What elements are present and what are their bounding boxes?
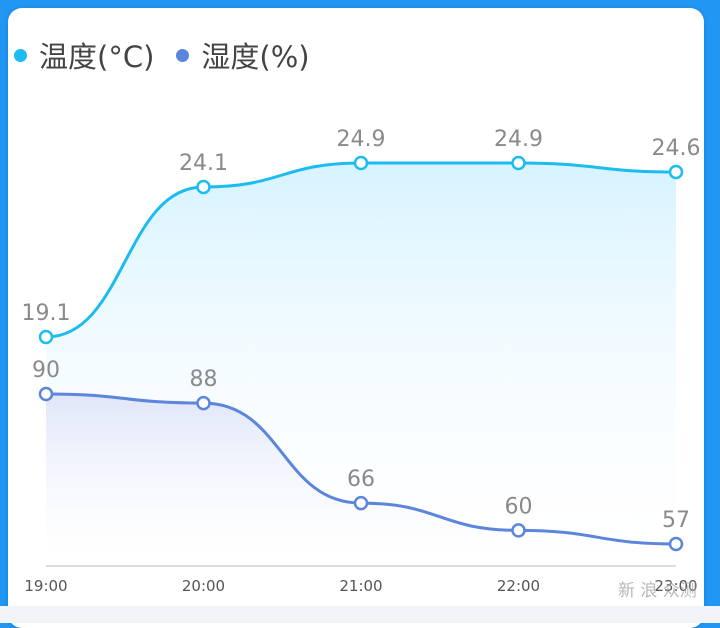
legend-label-temperature: 温度(°C) [39, 40, 155, 74]
legend-item-temperature[interactable]: 温度(°C) [14, 34, 154, 76]
legend-item-humidity[interactable]: 湿度(%) [176, 34, 310, 76]
point-humidity-21:00[interactable] [353, 495, 369, 511]
point-humidity-20:00[interactable] [196, 395, 211, 411]
point-temperature-23:00[interactable] [668, 164, 684, 180]
data-label-humidity-23:00: 57 [662, 508, 690, 533]
point-temperature-22:00[interactable] [511, 155, 526, 171]
x-tick-label-23:00: 23:00 [654, 577, 697, 595]
data-label-temperature-22:00: 24.9 [494, 127, 543, 152]
data-label-temperature-19:00: 19.1 [22, 301, 71, 326]
data-label-humidity-20:00: 88 [190, 367, 218, 392]
point-humidity-22:00[interactable] [511, 523, 526, 538]
legend-dot-temperature [14, 48, 27, 62]
area-humidity [46, 394, 676, 566]
point-temperature-19:00[interactable] [38, 329, 54, 345]
line-temperature [45, 161, 677, 339]
point-temperature-21:00[interactable] [353, 155, 369, 171]
data-labels: 19.1 24.1 24.9 24.9 24.6 90 88 66 60 57 [22, 127, 701, 533]
data-label-humidity-19:00: 90 [32, 358, 60, 383]
x-tick-label-21:00: 21:00 [339, 577, 382, 595]
data-label-temperature-21:00: 24.9 [337, 127, 386, 152]
point-temperature-20:00[interactable] [196, 179, 211, 195]
point-humidity-23:00[interactable] [668, 536, 684, 552]
x-axis-ticks: 19:00 20:00 21:00 22:00 23:00 [24, 577, 697, 595]
x-tick-label-19:00: 19:00 [24, 577, 67, 595]
point-humidity-19:00[interactable] [38, 386, 54, 402]
bottom-strip [0, 606, 720, 623]
data-label-humidity-21:00: 66 [347, 467, 375, 492]
watermark-logo: 新 浪 众测 [618, 581, 697, 601]
data-label-temperature-20:00: 24.1 [179, 151, 228, 176]
x-tick-label-20:00: 20:00 [182, 577, 225, 595]
x-tick-label-22:00: 22:00 [497, 577, 540, 595]
series-points [38, 155, 684, 552]
area-fills [46, 163, 676, 566]
legend: 温度(°C) 湿度(%) [14, 34, 332, 76]
data-label-humidity-22:00: 60 [505, 494, 533, 519]
legend-dot-humidity [176, 48, 190, 62]
data-label-temperature-23:00: 24.6 [652, 136, 701, 161]
legend-label-humidity: 湿度(%) [201, 40, 310, 74]
